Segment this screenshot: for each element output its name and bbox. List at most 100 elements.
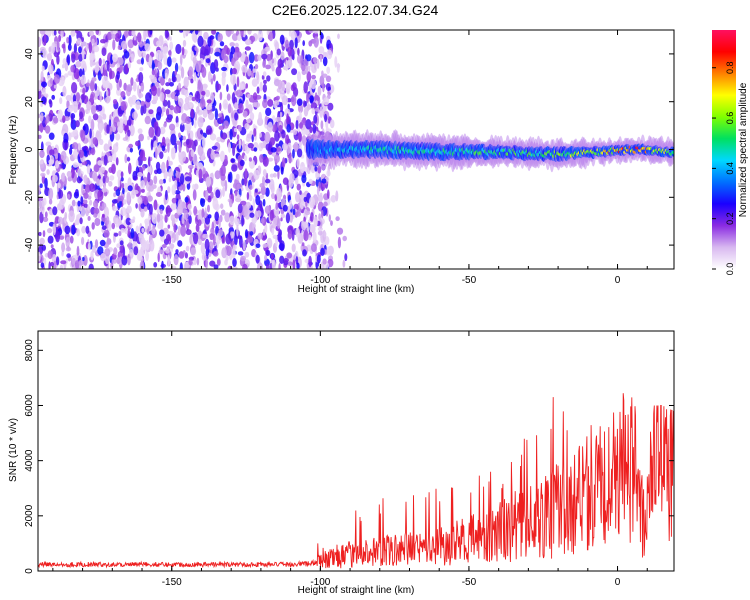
noise-speckle bbox=[120, 101, 127, 111]
noise-speckle bbox=[173, 254, 179, 266]
noise-speckle bbox=[234, 179, 240, 191]
noise-speckle bbox=[60, 260, 67, 265]
noise-speckle bbox=[271, 259, 276, 269]
noise-speckle bbox=[100, 39, 107, 44]
noise-speckle bbox=[135, 225, 140, 234]
noise-speckle bbox=[75, 92, 81, 102]
noise-speckle bbox=[146, 195, 153, 202]
noise-speckle bbox=[308, 30, 314, 34]
noise-speckle bbox=[223, 159, 229, 166]
noise-speckle bbox=[75, 61, 82, 68]
noise-speckle bbox=[38, 89, 42, 100]
noise-speckle bbox=[122, 112, 126, 125]
noise-speckle bbox=[71, 257, 76, 266]
noise-speckle bbox=[208, 74, 214, 79]
noise-speckle bbox=[271, 65, 275, 72]
noise-speckle bbox=[126, 84, 133, 92]
noise-speckle bbox=[217, 33, 223, 42]
noise-speckle bbox=[40, 172, 46, 177]
noise-speckle bbox=[242, 263, 248, 269]
noise-speckle bbox=[183, 250, 186, 255]
noise-speckle bbox=[75, 214, 80, 225]
noise-speckle bbox=[185, 138, 190, 145]
noise-speckle bbox=[148, 185, 154, 192]
noise-speckle bbox=[206, 99, 212, 104]
noise-speckle bbox=[336, 62, 340, 73]
noise-speckle bbox=[308, 196, 316, 209]
noise-speckle bbox=[102, 113, 107, 120]
noise-speckle bbox=[244, 46, 251, 51]
snr-y-tick-label: 0 bbox=[24, 568, 35, 574]
noise-speckle bbox=[157, 223, 163, 229]
noise-speckle bbox=[184, 117, 192, 124]
noise-speckle bbox=[167, 56, 172, 68]
noise-speckle bbox=[275, 66, 282, 77]
noise-speckle bbox=[78, 53, 83, 62]
noise-speckle bbox=[178, 97, 184, 107]
noise-speckle bbox=[152, 224, 156, 229]
noise-speckle bbox=[148, 55, 153, 67]
noise-speckle bbox=[67, 176, 73, 182]
noise-speckle bbox=[156, 213, 161, 223]
noise-speckle bbox=[197, 81, 204, 94]
noise-speckle bbox=[230, 158, 236, 163]
noise-speckle bbox=[247, 236, 254, 243]
noise-speckle bbox=[61, 76, 65, 85]
noise-speckle bbox=[326, 66, 331, 75]
noise-speckle bbox=[301, 174, 307, 184]
noise-speckle bbox=[235, 173, 240, 181]
noise-speckle bbox=[309, 224, 316, 233]
noise-speckle bbox=[244, 168, 248, 179]
noise-speckle bbox=[230, 46, 236, 55]
noise-speckle bbox=[177, 225, 182, 236]
noise-speckle bbox=[52, 174, 58, 183]
noise-speckle bbox=[207, 112, 215, 121]
noise-speckle bbox=[97, 70, 102, 81]
noise-speckle bbox=[113, 247, 118, 256]
noise-speckle bbox=[67, 132, 72, 141]
noise-speckle bbox=[48, 188, 54, 200]
noise-speckle bbox=[264, 131, 271, 143]
noise-speckle bbox=[248, 159, 255, 169]
noise-speckle bbox=[171, 237, 175, 244]
noise-speckle bbox=[248, 194, 253, 202]
noise-speckle bbox=[94, 239, 99, 249]
noise-speckle bbox=[286, 124, 292, 133]
noise-speckle bbox=[78, 68, 83, 77]
heatmap-x-tick-label: -150 bbox=[162, 275, 182, 286]
noise-speckle bbox=[133, 34, 137, 41]
noise-speckle bbox=[270, 147, 277, 153]
noise-speckle bbox=[237, 194, 241, 199]
noise-speckle bbox=[149, 239, 155, 252]
noise-speckle bbox=[61, 242, 66, 253]
noise-speckle bbox=[129, 147, 133, 153]
noise-speckle bbox=[80, 129, 86, 142]
noise-speckle bbox=[48, 261, 51, 269]
noise-speckle bbox=[142, 156, 147, 162]
noise-speckle bbox=[235, 197, 242, 203]
noise-speckle bbox=[296, 158, 300, 168]
noise-speckle bbox=[231, 92, 236, 104]
noise-speckle bbox=[148, 109, 154, 115]
noise-speckle bbox=[224, 259, 228, 266]
noise-speckle bbox=[64, 61, 69, 72]
noise-speckle bbox=[128, 30, 133, 37]
noise-speckle bbox=[39, 112, 44, 122]
noise-speckle bbox=[247, 30, 252, 35]
noise-speckle bbox=[187, 203, 192, 210]
noise-speckle bbox=[307, 101, 310, 112]
noise-speckle bbox=[286, 60, 293, 69]
noise-speckle bbox=[311, 107, 316, 115]
noise-speckle bbox=[233, 127, 238, 133]
noise-speckle bbox=[91, 245, 97, 253]
noise-speckle bbox=[108, 180, 113, 187]
noise-speckle bbox=[155, 147, 158, 160]
noise-speckle bbox=[206, 125, 212, 135]
noise-speckle bbox=[335, 216, 340, 222]
noise-speckle bbox=[171, 197, 177, 204]
noise-speckle bbox=[235, 218, 241, 227]
noise-speckle bbox=[46, 169, 50, 175]
noise-speckle bbox=[174, 70, 177, 76]
noise-speckle bbox=[95, 30, 100, 35]
noise-speckle bbox=[151, 85, 158, 97]
